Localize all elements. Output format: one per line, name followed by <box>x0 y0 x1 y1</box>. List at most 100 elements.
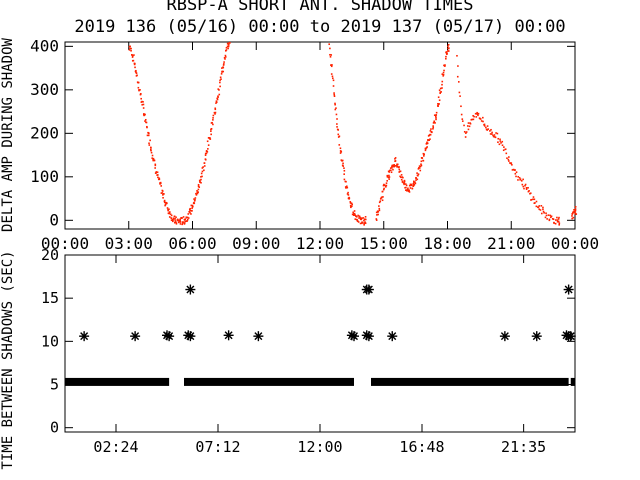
amplitude-point <box>483 125 486 127</box>
amplitude-point <box>182 221 184 223</box>
amplitude-point <box>443 69 445 72</box>
amplitude-point <box>519 178 522 180</box>
amplitude-point <box>429 138 431 140</box>
amplitude-point <box>417 173 420 175</box>
amplitude-point <box>215 100 218 103</box>
amplitude-point <box>364 221 366 223</box>
amplitude-point <box>532 198 534 201</box>
amplitude-point <box>224 58 226 60</box>
amplitude-point <box>537 206 540 209</box>
amplitude-point <box>545 212 547 215</box>
amplitude-point <box>381 190 384 193</box>
amplitude-point <box>169 211 171 213</box>
amplitude-point <box>138 89 140 91</box>
amplitude-point <box>195 192 197 195</box>
amplitude-point <box>540 212 543 215</box>
amplitude-point <box>510 162 513 164</box>
amplitude-point <box>329 56 332 58</box>
amplitude-point <box>349 201 352 203</box>
amplitude-point <box>400 176 402 179</box>
amplitude-point <box>219 76 222 79</box>
amplitude-point <box>529 192 532 195</box>
amplitude-point <box>345 180 347 183</box>
amplitude-point <box>183 222 186 224</box>
amplitude-point <box>214 107 217 110</box>
amplitude-point <box>501 140 504 143</box>
amplitude-point <box>490 128 492 131</box>
amplitude-point <box>534 202 536 204</box>
amplitude-point <box>429 130 432 132</box>
amplitude-point <box>207 144 210 146</box>
amplitude-point <box>499 138 501 141</box>
amplitude-point <box>158 178 161 181</box>
amplitude-point <box>426 141 428 144</box>
amplitude-point <box>418 165 421 167</box>
amplitude-point <box>545 214 548 217</box>
amplitude-point <box>176 219 179 222</box>
amplitude-point <box>175 216 177 219</box>
amplitude-point <box>350 206 352 209</box>
amplitude-point <box>212 119 214 121</box>
amplitude-point <box>216 98 219 101</box>
amplitude-point <box>435 114 438 116</box>
amplitude-point <box>463 130 466 133</box>
amplitude-point <box>339 147 342 150</box>
amplitude-point <box>337 129 340 131</box>
amplitude-point <box>224 56 227 58</box>
amplitude-point <box>529 192 531 195</box>
x-tick-label: 00:00 <box>551 234 599 253</box>
amplitude-point <box>381 199 384 202</box>
amplitude-point <box>385 184 388 187</box>
amplitude-point <box>375 219 378 221</box>
amplitude-point <box>386 180 388 182</box>
amplitude-point <box>433 114 436 117</box>
amplitude-point <box>524 184 526 187</box>
amplitude-point <box>377 210 380 213</box>
amplitude-point <box>435 111 438 114</box>
amplitude-point <box>503 146 505 148</box>
amplitude-point <box>444 64 446 66</box>
amplitude-point <box>181 223 184 226</box>
amplitude-point <box>173 221 176 224</box>
amplitude-point <box>439 87 442 90</box>
amplitude-point <box>207 148 209 150</box>
amplitude-point <box>405 184 408 187</box>
amplitude-point <box>497 141 499 143</box>
amplitude-point <box>163 199 166 202</box>
amplitude-point <box>574 208 577 210</box>
amplitude-point <box>549 214 552 217</box>
amplitude-point <box>154 163 157 166</box>
amplitude-point <box>558 222 561 225</box>
amplitude-point <box>507 158 510 161</box>
amplitude-point <box>206 140 209 143</box>
amplitude-point <box>183 218 186 221</box>
amplitude-point <box>421 157 424 159</box>
x-tick-label: 12:00 <box>296 234 344 253</box>
amplitude-point <box>416 172 418 174</box>
amplitude-point <box>131 56 134 58</box>
amplitude-point <box>354 214 357 216</box>
amplitude-point <box>388 174 390 177</box>
amplitude-point <box>442 71 445 74</box>
amplitude-point <box>408 190 410 192</box>
amplitude-point <box>150 149 152 152</box>
x-tick-label: 16:48 <box>399 438 444 456</box>
amplitude-point <box>137 86 140 89</box>
amplitude-point <box>460 105 462 108</box>
amplitude-point <box>405 186 407 189</box>
amplitude-point <box>341 159 344 162</box>
amplitude-point <box>504 148 507 151</box>
amplitude-point <box>166 202 168 204</box>
amplitude-point <box>546 218 548 220</box>
amplitude-point <box>475 116 478 118</box>
amplitude-point <box>446 51 448 53</box>
amplitude-point <box>225 46 228 49</box>
amplitude-point <box>459 95 461 97</box>
amplitude-point <box>552 218 555 221</box>
amplitude-point <box>574 210 576 213</box>
amplitude-point <box>168 212 171 215</box>
amplitude-point <box>499 140 502 142</box>
amplitude-point <box>196 191 199 194</box>
amplitude-point <box>336 123 338 125</box>
x-tick-label: 02:24 <box>93 438 138 456</box>
